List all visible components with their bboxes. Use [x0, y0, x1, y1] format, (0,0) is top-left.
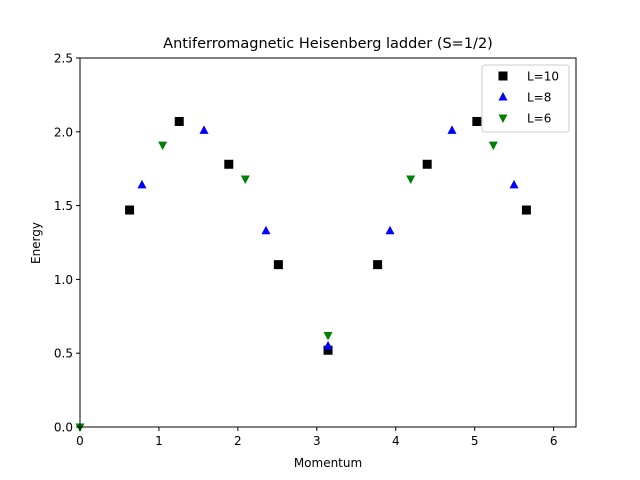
x-axis-label: Momentum [294, 456, 362, 470]
data-point-triangle-up-icon [137, 179, 147, 189]
x-tick-label: 3 [313, 434, 321, 448]
data-point-triangle-up-icon [447, 125, 457, 134]
data-point-triangle-down-icon [240, 175, 250, 185]
y-tick-label: 2.0 [54, 125, 73, 139]
legend-triangle-up-icon [498, 92, 508, 101]
data-point-triangle-up-icon [509, 179, 519, 189]
x-tick-label: 6 [550, 434, 558, 448]
data-point-triangle-up-icon [323, 340, 333, 350]
data-point-square-icon [373, 260, 383, 270]
axes-frame [79, 57, 577, 428]
legend-square-icon [498, 71, 508, 81]
data-point-triangle-down-icon [158, 141, 168, 151]
x-tick-label: 5 [471, 434, 479, 448]
x-tick-label: 4 [392, 434, 400, 448]
y-axis-ticks: 0.0 0.5 1.0 1.5 2.0 2.5 [54, 52, 80, 435]
data-point-square-icon [125, 205, 135, 215]
legend-label: L=8 [527, 91, 551, 105]
y-tick-label: 1.5 [54, 199, 73, 213]
data-point-square-icon [273, 260, 283, 270]
data-point-square-icon [224, 159, 234, 169]
y-tick-label: 2.5 [54, 52, 73, 66]
chart-title: Antiferromagnetic Heisenberg ladder (S=1… [163, 36, 493, 52]
data-point-square-icon [422, 159, 432, 169]
data-point-square-icon [174, 116, 184, 126]
x-axis-ticks: 0 1 2 3 4 5 6 [76, 427, 557, 448]
x-tick-label: 0 [76, 434, 84, 448]
data-point-triangle-down-icon [488, 141, 498, 151]
x-tick-label: 2 [234, 434, 242, 448]
data-point-triangle-up-icon [261, 225, 271, 235]
data-point-triangle-down-icon [323, 331, 333, 341]
legend-label: L=10 [527, 70, 559, 84]
plot-points [75, 116, 531, 432]
data-point-square-icon [472, 116, 482, 126]
data-point-triangle-up-icon [385, 225, 395, 235]
data-point-triangle-up-icon [199, 125, 209, 134]
y-tick-label: 0.5 [54, 347, 73, 361]
legend-triangle-down-icon [498, 114, 508, 123]
x-tick-label: 1 [155, 434, 163, 448]
y-tick-label: 1.0 [54, 273, 73, 287]
legend: L=10 L=8 L=6 [481, 64, 570, 133]
y-tick-label: 0.0 [54, 421, 73, 435]
data-point-square-icon [521, 205, 531, 215]
data-point-triangle-down-icon [406, 175, 416, 185]
legend-label: L=6 [527, 112, 551, 126]
data-point-square-icon [323, 345, 333, 355]
y-axis-label: Energy [29, 222, 43, 264]
